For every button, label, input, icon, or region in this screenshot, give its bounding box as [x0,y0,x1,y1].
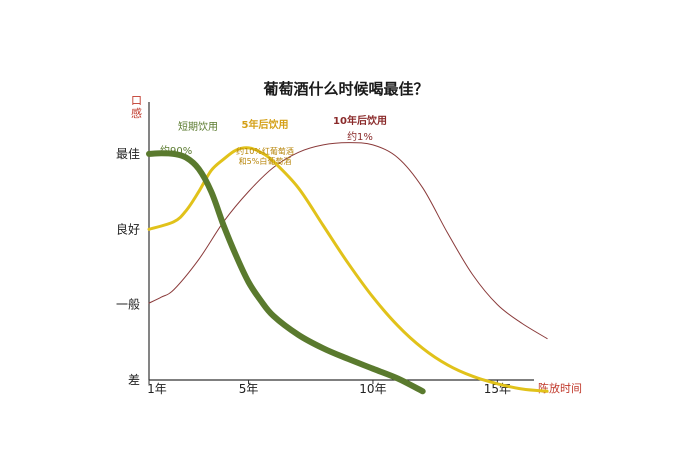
y-tick-label: 良好 [116,221,140,236]
series-name-label: 短期饮用 [178,120,218,133]
chart-title: 葡萄酒什么时候喝最佳？ [262,80,428,98]
y-tick-label: 一般 [116,297,140,312]
series-name-label: 10年后饮用 [333,114,387,127]
x-tick-label: 10年 [359,382,386,396]
series-note-label: 约90% [160,144,192,157]
x-tick-label: 5年 [239,382,259,396]
series-line-2 [147,146,549,393]
y-axis-label: 口感 [131,94,142,120]
series-line-3 [148,142,548,340]
series-note-label: 约10%红葡萄酒和5%白葡萄酒 [236,146,294,166]
x-tick-label: 1年 [147,382,167,396]
series-name-label: 5年后饮用 [242,118,289,131]
x-axis-label: 陈放时间 [538,381,582,395]
series-note-label: 约1% [347,130,373,143]
y-tick-label: 最佳 [116,147,140,161]
y-tick-label: 差 [128,373,140,387]
series-line-1 [146,150,426,395]
